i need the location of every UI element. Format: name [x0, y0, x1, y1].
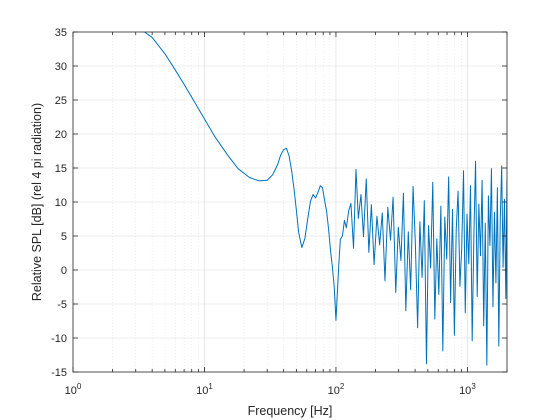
y-axis-label: Relative SPL [dB] (rel 4 pi radiation) — [30, 103, 44, 301]
axis-ticks — [72, 31, 508, 373]
y-tick-label: 5 — [61, 231, 67, 243]
x-tick-label: 101 — [196, 382, 213, 397]
y-tick-label: 35 — [55, 27, 67, 39]
y-tick-label: -15 — [51, 367, 67, 379]
x-tick-label: 100 — [65, 382, 82, 397]
y-tick-label: -10 — [51, 333, 67, 345]
grid-lines — [72, 32, 508, 372]
spl-response-line — [144, 32, 507, 366]
x-tick-labels: 100 101 102 103 — [65, 382, 477, 397]
y-tick-label: 15 — [55, 163, 67, 175]
x-tick-label: 102 — [328, 382, 345, 397]
y-tick-labels: 35 30 25 20 15 10 5 0 -5 -10 -15 — [51, 27, 67, 379]
y-tick-label: 20 — [55, 129, 67, 141]
data-series — [144, 32, 507, 366]
y-tick-label: -5 — [57, 299, 67, 311]
y-tick-label: 30 — [55, 61, 67, 73]
y-tick-label: 0 — [61, 265, 67, 277]
x-axis-label: Frequency [Hz] — [248, 404, 333, 418]
y-tick-label: 25 — [55, 95, 67, 107]
y-tick-label: 10 — [55, 197, 67, 209]
x-tick-label: 103 — [459, 382, 476, 397]
